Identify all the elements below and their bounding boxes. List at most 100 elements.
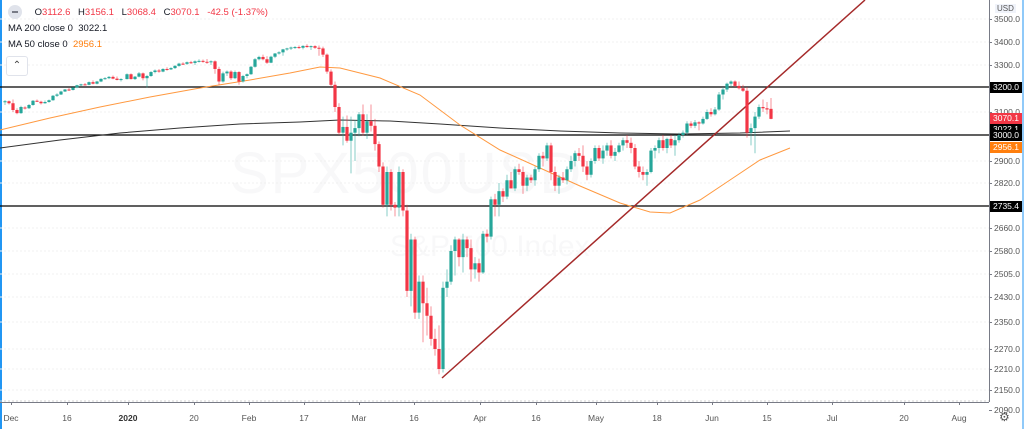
open-number: 3112.6 xyxy=(42,7,71,18)
time-tick-label: Mar xyxy=(351,413,367,423)
time-tick-label: Jun xyxy=(705,413,719,423)
high-number: 3156.1 xyxy=(84,7,114,18)
price-tick-label: 2150.0 xyxy=(994,385,1020,395)
low-number: 3068.4 xyxy=(126,7,156,18)
price-tick-mark xyxy=(989,183,992,184)
price-tag: 3000.0 xyxy=(990,130,1022,141)
time-tick-label: Jul xyxy=(826,413,838,423)
low-value: L3068.4 xyxy=(122,7,156,18)
chevron-up-icon[interactable]: ⌃ xyxy=(6,56,28,76)
price-tick-label: 3300.0 xyxy=(994,60,1020,70)
chart-plot-area[interactable]: SPX500USD S&P 500 Index xyxy=(0,0,989,402)
time-tick-mark xyxy=(11,402,12,405)
ma50-value: 2956.1 xyxy=(72,39,103,50)
price-tick-mark xyxy=(989,251,992,252)
time-tick-mark xyxy=(480,402,481,405)
time-tick-label: Dec xyxy=(3,413,19,423)
price-tick-mark xyxy=(989,161,992,162)
time-tick-mark xyxy=(128,402,129,405)
price-tag: 3200.0 xyxy=(990,82,1022,93)
time-tick-label: Feb xyxy=(241,413,257,423)
time-tick-mark xyxy=(712,402,713,405)
candlestick-chart xyxy=(0,0,989,402)
time-tick-mark xyxy=(304,402,305,405)
left-edge-accent xyxy=(0,0,2,429)
price-tick-mark xyxy=(989,390,992,391)
time-tick-label: Apr xyxy=(473,413,487,423)
price-tick-label: 2660.0 xyxy=(994,223,1020,233)
price-tick-label: 2580.0 xyxy=(994,246,1020,256)
price-tick-label: 2505.0 xyxy=(994,269,1020,279)
high-label: H xyxy=(78,7,85,18)
price-tick-label: 3500.0 xyxy=(994,14,1020,24)
ma200-row[interactable]: MA 200 close 0 3022.1 xyxy=(8,21,273,37)
price-tick-mark xyxy=(989,349,992,350)
time-tick-label: 16 xyxy=(62,413,72,423)
time-tick-mark xyxy=(767,402,768,405)
time-tick-mark xyxy=(194,402,195,405)
time-tick-mark xyxy=(657,402,658,405)
price-tick-label: 2430.0 xyxy=(994,292,1020,302)
time-tick-mark xyxy=(67,402,68,405)
ma50-row[interactable]: MA 50 close 0 2956.1 xyxy=(8,37,273,53)
time-tick-mark xyxy=(359,402,360,405)
price-tick-mark xyxy=(989,369,992,370)
minus-icon[interactable] xyxy=(8,5,22,20)
time-tick-label: 17 xyxy=(299,413,309,423)
price-tick-mark xyxy=(989,65,992,66)
time-tick-mark xyxy=(249,402,250,405)
time-tick-mark xyxy=(832,402,833,405)
price-tick-label: 3100.0 xyxy=(994,107,1020,117)
price-tick-mark xyxy=(989,42,992,43)
price-tag: 3070.1 xyxy=(990,113,1022,124)
time-tick-label: May xyxy=(588,413,605,423)
ma200-value: 3022.1 xyxy=(78,23,108,34)
price-tick-label: 2090.0 xyxy=(994,405,1020,415)
time-tick-label: Aug xyxy=(951,413,967,423)
time-tick-label: 18 xyxy=(652,413,662,423)
price-tick-label: 2820.0 xyxy=(994,178,1020,188)
price-tick-label: 2350.0 xyxy=(994,317,1020,327)
low-label: L xyxy=(121,7,127,18)
change-value: -42.5 (-1.37%) xyxy=(207,7,268,18)
time-tick-label: 2020 xyxy=(118,413,138,423)
time-tick-mark xyxy=(959,402,960,405)
price-axis[interactable] xyxy=(989,0,1024,402)
time-tick-label: 20 xyxy=(189,413,199,423)
price-tick-label: 3400.0 xyxy=(994,37,1020,47)
close-value: C3070.1 xyxy=(164,7,200,18)
price-tick-mark xyxy=(989,19,992,20)
time-tick-label: 16 xyxy=(531,413,541,423)
time-tick-label: 20 xyxy=(899,413,909,423)
time-tick-label: 16 xyxy=(409,413,419,423)
time-tick-mark xyxy=(904,402,905,405)
gear-icon[interactable]: ⚙ xyxy=(999,410,1010,424)
currency-label: USD xyxy=(995,4,1016,13)
ohlc-row: O3112.6 H3156.1 L3068.4 C3070.1 -42.5 (-… xyxy=(8,5,273,21)
price-tick-mark xyxy=(989,228,992,229)
right-edge-accent xyxy=(1022,0,1024,429)
high-value: H3156.1 xyxy=(78,7,114,18)
time-tick-label: 15 xyxy=(762,413,772,423)
time-tick-mark xyxy=(536,402,537,405)
price-tag: 3022.1 xyxy=(990,124,1022,135)
price-tick-mark xyxy=(989,274,992,275)
ma200-label: MA 200 close 0 xyxy=(8,23,73,34)
close-number: 3070.1 xyxy=(170,7,200,18)
open-value: O3112.6 xyxy=(35,7,71,18)
ma50-label: MA 50 close 0 xyxy=(8,39,68,50)
price-tick-mark xyxy=(989,322,992,323)
price-tick-mark xyxy=(989,410,992,411)
open-label: O xyxy=(34,7,43,18)
price-tag: 2956.1 xyxy=(990,142,1022,153)
time-axis[interactable] xyxy=(0,402,989,430)
time-tick-mark xyxy=(596,402,597,405)
price-tick-mark xyxy=(989,297,992,298)
price-tick-label: 2210.0 xyxy=(994,364,1020,374)
price-tick-label: 2900.0 xyxy=(994,156,1020,166)
price-tick-label: 2270.0 xyxy=(994,344,1020,354)
time-tick-mark xyxy=(414,402,415,405)
price-tag: 2735.4 xyxy=(990,201,1022,212)
price-tick-mark xyxy=(989,112,992,113)
